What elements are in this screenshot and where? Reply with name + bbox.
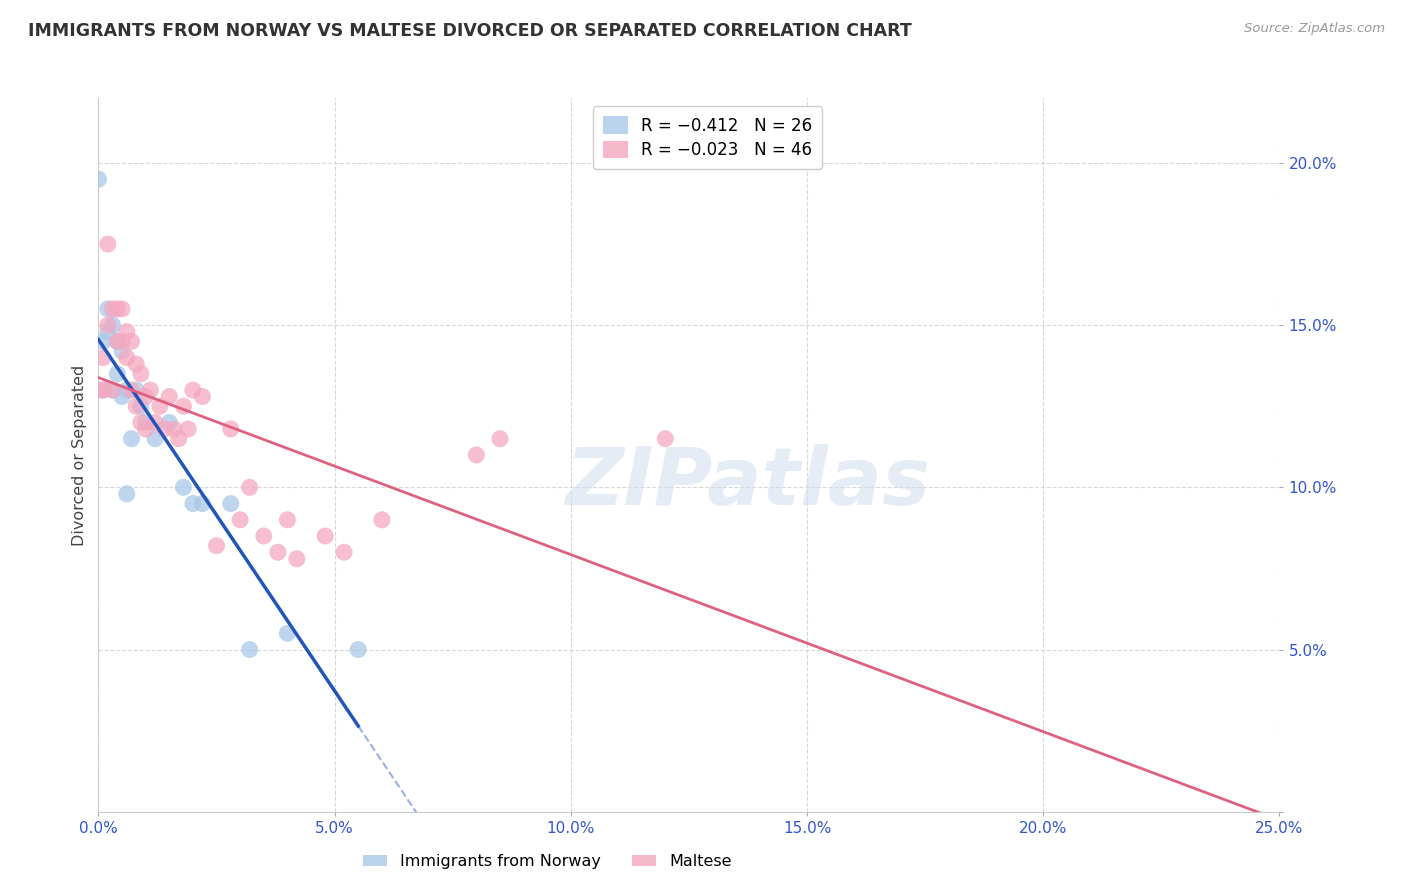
- Point: [115, 351, 138, 365]
- Point: [91, 383, 114, 397]
- Point: [111, 334, 134, 349]
- Point: [205, 539, 228, 553]
- Point: [105, 301, 128, 316]
- Legend: Immigrants from Norway, Maltese: Immigrants from Norway, Maltese: [357, 847, 738, 875]
- Point: [101, 383, 124, 397]
- Point: [276, 626, 298, 640]
- Point: [157, 390, 180, 404]
- Point: [489, 432, 512, 446]
- Point: [87, 172, 110, 186]
- Point: [121, 432, 143, 446]
- Point: [167, 432, 190, 446]
- Point: [105, 367, 128, 381]
- Point: [135, 422, 157, 436]
- Point: [125, 399, 148, 413]
- Point: [172, 399, 194, 413]
- Point: [111, 390, 134, 404]
- Point: [101, 301, 124, 316]
- Point: [111, 344, 134, 359]
- Point: [191, 497, 214, 511]
- Point: [125, 383, 148, 397]
- Point: [219, 497, 242, 511]
- Point: [371, 513, 394, 527]
- Point: [347, 642, 370, 657]
- Point: [97, 237, 120, 252]
- Point: [97, 325, 120, 339]
- Point: [654, 432, 676, 446]
- Point: [125, 357, 148, 371]
- Point: [129, 416, 152, 430]
- Point: [333, 545, 356, 559]
- Point: [157, 416, 180, 430]
- Point: [267, 545, 290, 559]
- Point: [101, 383, 124, 397]
- Point: [229, 513, 252, 527]
- Point: [87, 383, 110, 397]
- Point: [153, 422, 176, 436]
- Point: [91, 383, 114, 397]
- Point: [115, 487, 138, 501]
- Point: [97, 301, 120, 316]
- Point: [111, 301, 134, 316]
- Point: [101, 318, 124, 333]
- Y-axis label: Divorced or Separated: Divorced or Separated: [72, 364, 87, 546]
- Point: [285, 551, 308, 566]
- Point: [105, 334, 128, 349]
- Point: [239, 642, 262, 657]
- Point: [121, 383, 143, 397]
- Point: [181, 383, 204, 397]
- Point: [97, 318, 120, 333]
- Point: [191, 390, 214, 404]
- Point: [149, 399, 172, 413]
- Point: [465, 448, 488, 462]
- Point: [135, 390, 157, 404]
- Point: [115, 325, 138, 339]
- Point: [129, 399, 152, 413]
- Point: [181, 497, 204, 511]
- Point: [163, 422, 186, 436]
- Point: [177, 422, 200, 436]
- Point: [143, 416, 166, 430]
- Point: [91, 351, 114, 365]
- Point: [135, 416, 157, 430]
- Point: [129, 367, 152, 381]
- Point: [172, 480, 194, 494]
- Text: Source: ZipAtlas.com: Source: ZipAtlas.com: [1244, 22, 1385, 36]
- Point: [91, 334, 114, 349]
- Point: [253, 529, 276, 543]
- Point: [115, 383, 138, 397]
- Point: [105, 334, 128, 349]
- Text: IMMIGRANTS FROM NORWAY VS MALTESE DIVORCED OR SEPARATED CORRELATION CHART: IMMIGRANTS FROM NORWAY VS MALTESE DIVORC…: [28, 22, 912, 40]
- Point: [139, 383, 162, 397]
- Point: [276, 513, 298, 527]
- Text: ZIPatlas: ZIPatlas: [565, 444, 931, 523]
- Point: [314, 529, 336, 543]
- Point: [121, 334, 143, 349]
- Point: [143, 432, 166, 446]
- Point: [219, 422, 242, 436]
- Point: [239, 480, 262, 494]
